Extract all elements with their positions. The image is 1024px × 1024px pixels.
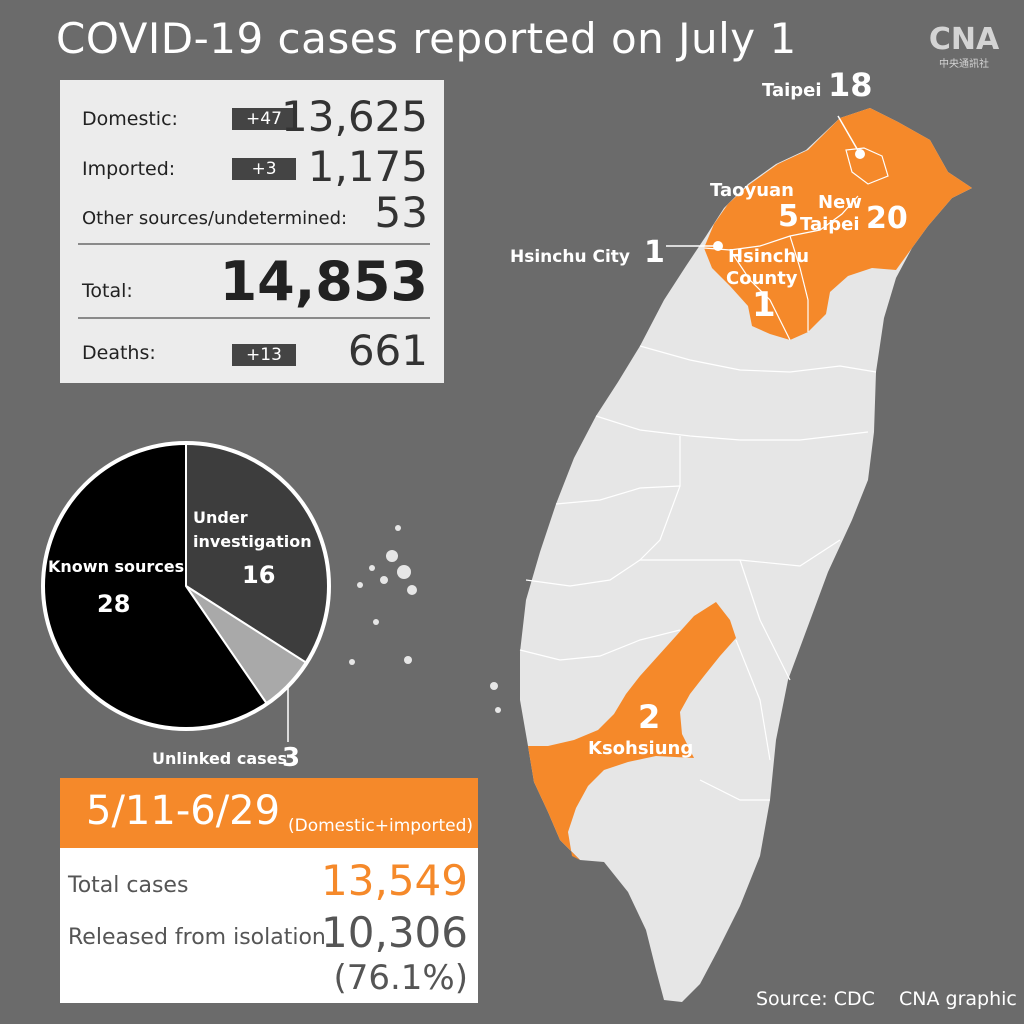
logo-subtitle: 中央通訊社 — [939, 59, 989, 70]
other-label: Other sources/undetermined: — [82, 208, 348, 229]
island — [373, 619, 379, 625]
logo-mark: CNA — [928, 22, 1000, 57]
taoyuan-label: Taoyuan — [710, 180, 794, 201]
taipei-marker — [855, 149, 865, 159]
county-border — [739, 559, 791, 681]
county-borders — [519, 147, 889, 801]
domestic-delta: +47 — [232, 108, 296, 130]
new-taipei-label-2: Taipei — [800, 214, 860, 235]
imported-value: 1,175 — [307, 142, 428, 191]
county-border — [519, 629, 681, 661]
period-range: 5/11-6/29 — [86, 788, 281, 834]
total-row: Total: 14,853 — [60, 250, 444, 314]
county-border — [735, 639, 771, 761]
deaths-value: 661 — [347, 326, 428, 375]
under-investigation-value: 16 — [242, 561, 275, 589]
hsinchu-county-label-2: County — [726, 268, 798, 289]
released-value: 10,306 — [321, 908, 468, 957]
island — [395, 525, 401, 531]
total-value: 14,853 — [219, 250, 428, 313]
released-label: Released from isolation — [68, 925, 326, 950]
period-note: (Domestic+imported) — [288, 816, 473, 836]
deaths-row: Deaths: +13 661 — [60, 324, 444, 375]
unlinked-cases-label: Unlinked cases — [152, 749, 287, 768]
region-labels: Taipei 18 Taoyuan 5 New Taipei 20 Hsinch… — [510, 66, 908, 759]
known-sources-value: 28 — [97, 590, 130, 618]
hsinchu-city-count: 1 — [644, 235, 665, 270]
divider — [78, 243, 430, 245]
total-cases-label: Total cases — [68, 873, 189, 898]
divider — [78, 317, 430, 319]
cna-logo: CNA 中央通訊社 — [920, 22, 1008, 82]
source-credit: Source: CDC CNA graphic — [756, 988, 1017, 1010]
island — [407, 585, 417, 595]
pie-labels: Under investigation 16 Known sources 28 — [48, 508, 312, 618]
county-border — [729, 249, 791, 341]
known-sources-label: Known sources — [48, 557, 184, 576]
southern-highlight — [528, 602, 736, 860]
kaohsiung-count: 2 — [638, 698, 660, 736]
taoyuan-count: 5 — [778, 199, 799, 234]
pie-outline — [41, 441, 331, 731]
imported-row: Imported: +3 1,175 — [60, 142, 444, 192]
island — [397, 565, 411, 579]
domestic-label: Domestic: — [82, 108, 178, 130]
pie-slices — [41, 441, 331, 731]
county-border — [595, 415, 869, 441]
period-header: 5/11-6/29 (Domestic+imported) — [60, 778, 478, 848]
county-border — [639, 345, 877, 373]
imported-delta: +3 — [232, 158, 296, 180]
case-stats-panel: Domestic: +47 13,625 Imported: +3 1,175 … — [60, 80, 444, 383]
total-cases-value: 13,549 — [321, 856, 468, 905]
county-border — [525, 539, 841, 587]
under-investigation-label: Under — [193, 508, 248, 527]
under-investigation-label-2: investigation — [193, 532, 312, 551]
other-row: Other sources/undetermined: 53 — [60, 188, 444, 238]
hsinchu-county-count: 1 — [752, 285, 776, 325]
island — [349, 659, 355, 665]
total-label: Total: — [82, 280, 133, 302]
island — [495, 707, 501, 713]
other-value: 53 — [374, 188, 428, 237]
outlying-islands — [349, 525, 501, 713]
map-callouts — [666, 115, 861, 247]
northern-highlight — [704, 108, 972, 340]
island — [357, 582, 363, 588]
island — [490, 682, 498, 690]
deaths-label: Deaths: — [82, 342, 156, 364]
domestic-value: 13,625 — [281, 92, 428, 141]
deaths-delta: +13 — [232, 344, 296, 366]
island — [386, 550, 398, 562]
page-title: COVID-19 cases reported on July 1 — [56, 14, 797, 63]
island — [369, 565, 375, 571]
island — [404, 656, 412, 664]
unlinked-cases-value: 3 — [282, 743, 300, 773]
county-border — [699, 779, 770, 801]
hsinchu-county-label: Hsinchu — [728, 246, 809, 267]
county-border — [789, 235, 809, 332]
taipei-count: 18 — [828, 66, 873, 104]
island — [380, 576, 388, 584]
hsinchu-city-label: Hsinchu City — [510, 247, 630, 267]
county-border — [845, 147, 889, 185]
taipei-label: Taipei — [762, 80, 822, 101]
new-taipei-count: 20 — [866, 201, 908, 236]
county-border — [639, 436, 681, 561]
hsinchu-city-marker — [713, 241, 723, 251]
period-summary-panel: 5/11-6/29 (Domestic+imported) Total case… — [60, 778, 478, 1003]
imported-label: Imported: — [82, 158, 176, 180]
new-taipei-label: New — [818, 192, 862, 213]
county-border — [555, 485, 681, 505]
kaohsiung-label: Ksohsiung — [588, 738, 693, 759]
taipei-leader — [837, 115, 861, 155]
domestic-row: Domestic: +47 13,625 — [60, 92, 444, 142]
released-percent: (76.1%) — [333, 958, 468, 998]
taiwan-island — [520, 108, 972, 1002]
